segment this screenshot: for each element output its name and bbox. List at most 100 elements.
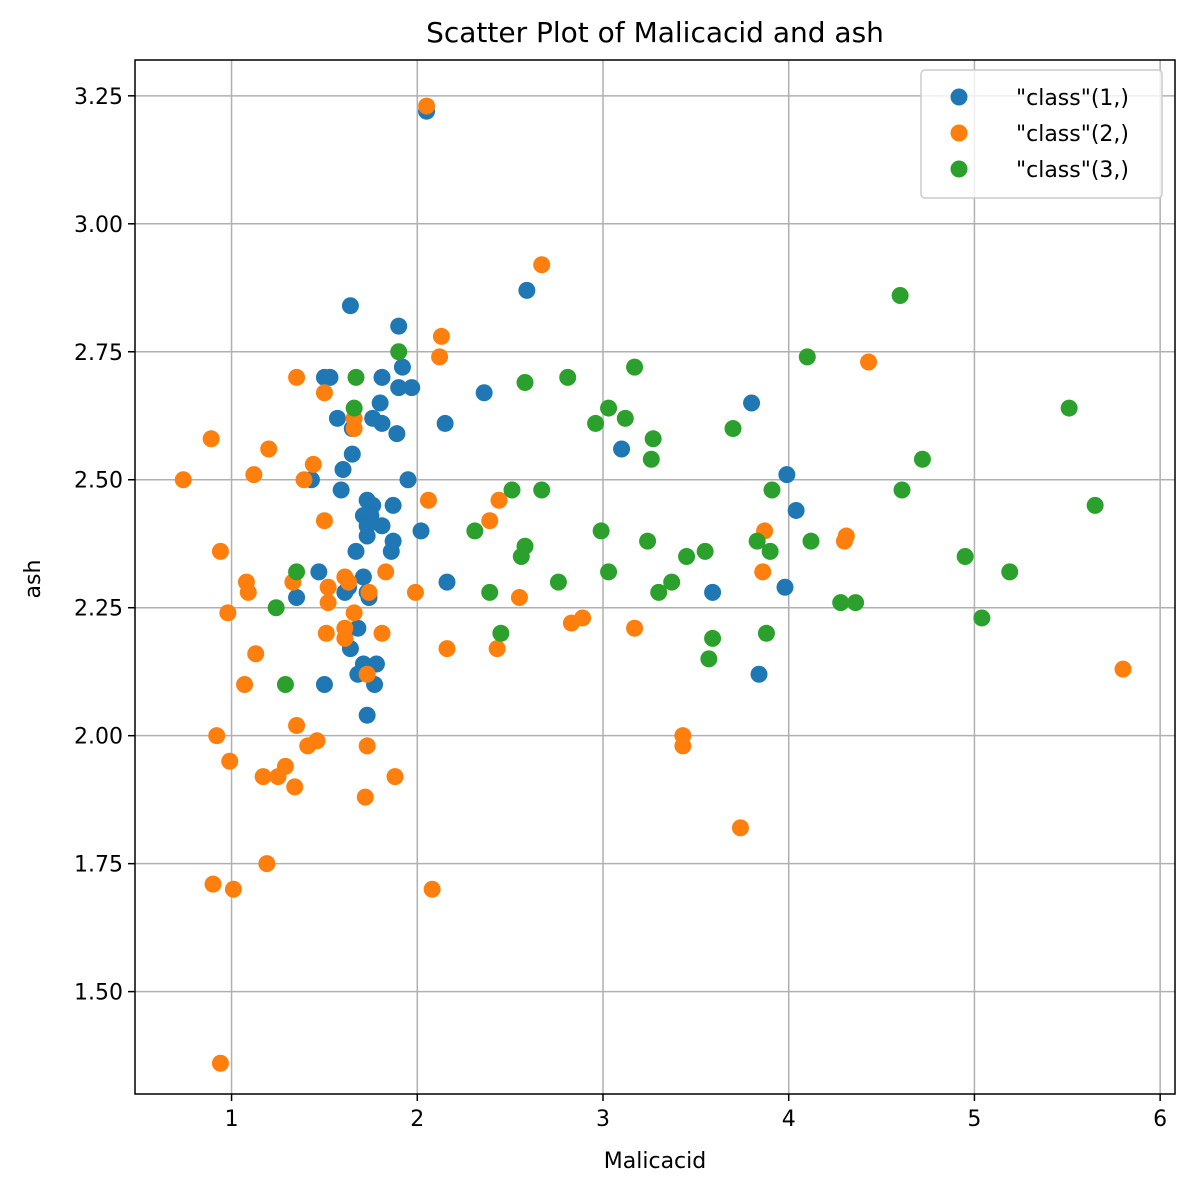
legend-marker	[950, 160, 968, 178]
scatter-point	[310, 563, 328, 581]
scatter-point	[247, 645, 265, 663]
scatter-point	[503, 481, 521, 499]
legend-marker	[950, 124, 968, 142]
y-tick-label: 2.50	[74, 469, 123, 494]
scatter-point	[356, 788, 374, 806]
scatter-point	[893, 481, 911, 499]
scatter-point	[343, 445, 361, 463]
scatter-point	[204, 875, 222, 893]
scatter-point	[802, 532, 820, 550]
scatter-point	[341, 297, 359, 315]
scatter-point	[349, 619, 367, 637]
scatter-point	[1001, 563, 1019, 581]
scatter-point	[891, 286, 909, 304]
scatter-point	[390, 317, 408, 335]
scatter-point	[835, 532, 853, 550]
scatter-point	[371, 394, 389, 412]
scatter-point	[382, 542, 400, 560]
scatter-point	[373, 414, 391, 432]
scatter-point	[221, 752, 239, 770]
scatter-point	[288, 588, 306, 606]
scatter-point	[663, 573, 681, 591]
scatter-point	[345, 399, 363, 417]
scatter-point	[267, 599, 285, 617]
scatter-point	[492, 624, 510, 642]
scatter-point	[481, 512, 499, 530]
scatter-point	[358, 527, 376, 545]
scatter-point	[219, 604, 237, 622]
scatter-point	[358, 665, 376, 683]
scatter-point	[432, 327, 450, 345]
x-tick-label: 3	[596, 1107, 610, 1132]
scatter-point	[587, 414, 605, 432]
scatter-point	[533, 256, 551, 274]
scatter-point	[644, 430, 662, 448]
scatter-point	[754, 563, 772, 581]
scatter-point	[276, 675, 294, 693]
scatter-point	[1114, 660, 1132, 678]
scatter-point	[315, 384, 333, 402]
scatter-point	[373, 517, 391, 535]
scatter-point	[488, 640, 506, 658]
scatter-point	[384, 496, 402, 514]
scatter-point	[299, 737, 317, 755]
scatter-point	[616, 409, 634, 427]
x-tick-label: 2	[410, 1107, 424, 1132]
scatter-point	[304, 455, 322, 473]
scatter-point	[436, 414, 454, 432]
legend-label: "class"(1,)	[1016, 86, 1129, 111]
scatter-point	[419, 491, 437, 509]
scatter-point	[562, 614, 580, 632]
scatter-point	[340, 573, 358, 591]
data-points	[174, 97, 1132, 1072]
scatter-point	[288, 368, 306, 386]
scatter-point	[390, 379, 408, 397]
scatter-point	[260, 440, 278, 458]
scatter-point	[761, 542, 779, 560]
y-tick-label: 1.75	[74, 853, 123, 878]
scatter-point	[211, 1054, 229, 1072]
scatter-point	[328, 409, 346, 427]
scatter-point	[438, 573, 456, 591]
y-tick-label: 1.50	[74, 981, 123, 1006]
scatter-point	[639, 532, 657, 550]
scatter-point	[860, 353, 878, 371]
scatter-point	[423, 880, 441, 898]
axis-ticks: 1 2 3 4 5 6 1.50 1.75 2.00 2.25 2.50 2.75 3.00 3.25	[74, 85, 1167, 1132]
x-tick-label: 6	[1153, 1107, 1167, 1132]
scatter-point	[600, 563, 618, 581]
scatter-point	[787, 501, 805, 519]
scatter-point	[510, 588, 528, 606]
scatter-point	[748, 532, 766, 550]
scatter-point	[354, 568, 372, 586]
plot-frame	[134, 59, 1176, 1095]
scatter-point	[431, 348, 449, 366]
scatter-point	[211, 542, 229, 560]
scatter-point	[347, 542, 365, 560]
scatter-point	[1060, 399, 1078, 417]
scatter-point	[481, 583, 499, 601]
scatter-point	[776, 578, 794, 596]
x-tick-label: 4	[782, 1107, 796, 1132]
scatter-point	[239, 583, 257, 601]
y-tick-label: 3.25	[74, 85, 123, 110]
scatter-point	[345, 604, 363, 622]
legend-label: "class"(2,)	[1016, 122, 1129, 147]
scatter-point	[600, 399, 618, 417]
scatter-point	[533, 481, 551, 499]
scatter-point	[236, 675, 254, 693]
y-tick-label: 2.75	[74, 341, 123, 366]
scatter-point	[332, 481, 350, 499]
y-tick-label: 3.00	[74, 213, 123, 238]
scatter-point	[245, 466, 263, 484]
scatter-point	[696, 542, 714, 560]
scatter-point	[650, 583, 668, 601]
scatter-point	[295, 471, 313, 489]
y-axis-label: ash	[21, 560, 46, 599]
scatter-point	[674, 737, 692, 755]
scatter-point	[321, 368, 339, 386]
scatter-point	[466, 522, 484, 540]
scatter-point	[315, 512, 333, 530]
scatter-point	[512, 548, 530, 566]
scatter-point	[347, 368, 365, 386]
